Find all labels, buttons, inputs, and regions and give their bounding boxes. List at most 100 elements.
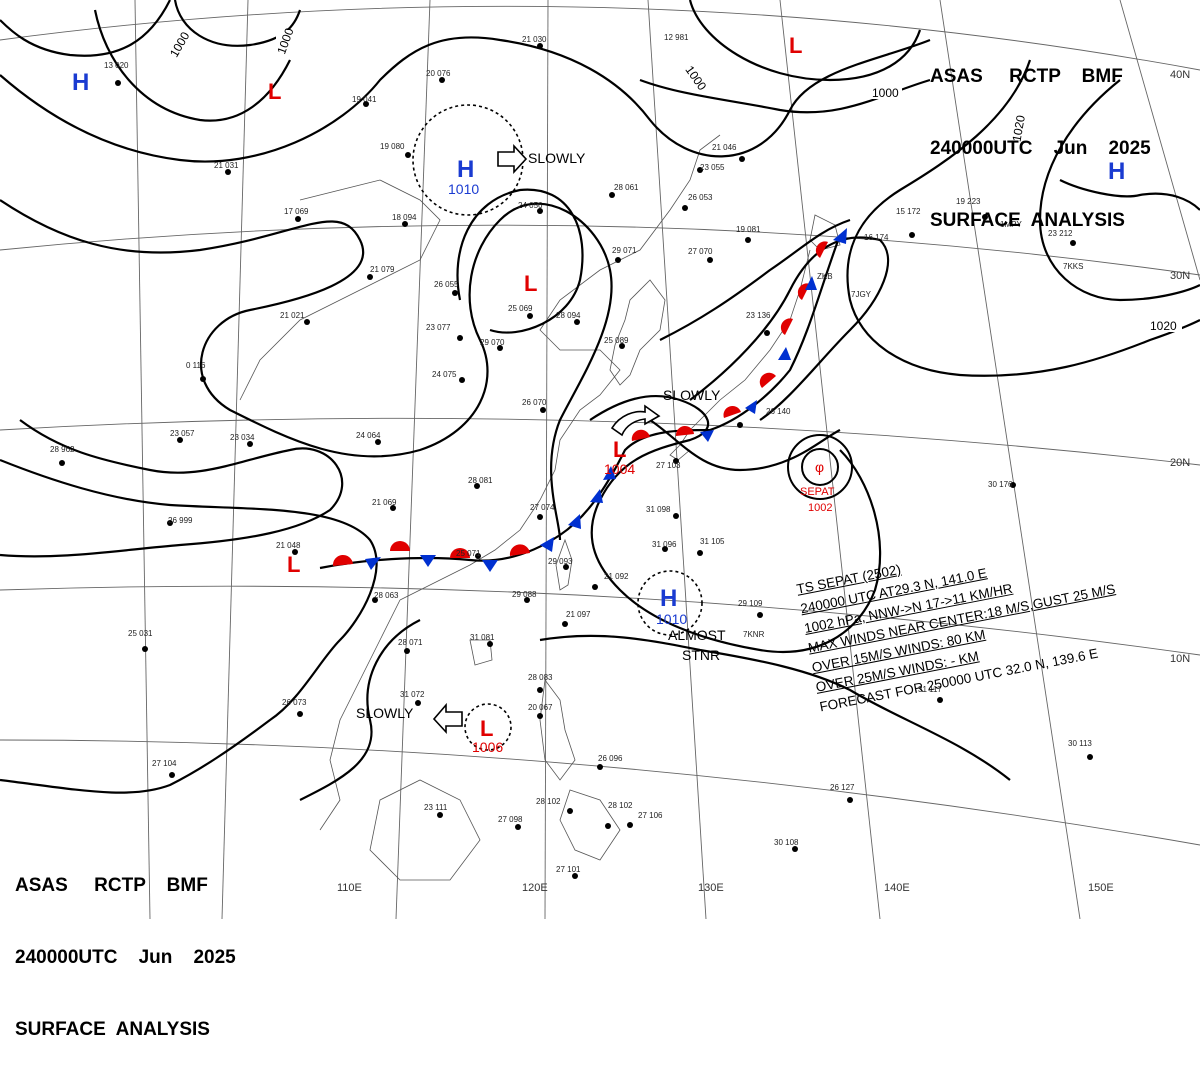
station-plot-label: 26 053 (688, 193, 713, 202)
meridian (1119, 0, 1200, 281)
header-line-3: SURFACE ANALYSIS (15, 1019, 210, 1040)
station-plot-label: 21 046 (712, 143, 737, 152)
isobar (1059, 179, 1200, 211)
arrow-right-north (497, 143, 528, 175)
station-plot-label: 26 096 (598, 754, 623, 763)
typhoon-symbol: φ SEPAT 1002 (800, 459, 835, 514)
station-id: 7KKS (1063, 262, 1083, 271)
parallel (0, 585, 1200, 656)
station-plot-label: 20 076 (426, 69, 451, 78)
high-center-value: 1010 (448, 181, 479, 197)
typhoon-isobars (787, 434, 853, 500)
japan-kyushu (669, 429, 691, 461)
low-center-marker: L (268, 79, 281, 104)
station-id: 7JGY (851, 290, 872, 299)
isobar (299, 619, 421, 801)
station-ids: 7KKS 7JGY 7KNR ZKB 1MPY (743, 220, 1083, 639)
meridian (939, 0, 1081, 919)
movement-arrows (432, 143, 661, 735)
header-top-right: ASAS RCTP BMF 240000UTC Jun 2025 SURFACE… (930, 17, 1151, 257)
high-center-marker: H (1108, 158, 1125, 185)
station-plot-label: 24 064 (356, 431, 381, 440)
stationary-front (319, 228, 847, 572)
isobar (1038, 79, 1200, 302)
low-center-value: 1006 (472, 739, 503, 755)
station-plot-label: 31 072 (400, 690, 425, 699)
taiwan (555, 538, 573, 591)
station-plot-label: 19 041 (352, 95, 377, 104)
header-line-2: 240000UTC Jun 2025 (930, 138, 1151, 159)
isobars (0, 0, 1200, 801)
isobar (0, 36, 931, 163)
isobar (846, 59, 1200, 377)
station-plot-label: 31 096 (652, 540, 677, 549)
isobar (0, 0, 171, 57)
station-plot-label: 26 070 (522, 398, 547, 407)
china-coast (399, 134, 721, 601)
cold-front-symbols (365, 228, 847, 572)
station-plot-label: 25 069 (508, 304, 533, 313)
isobar-label: 1020 (1150, 319, 1177, 333)
low-center-marker: L (613, 437, 626, 462)
lon-label-140: 140E (884, 882, 910, 894)
station-plot-label: 25 089 (604, 336, 629, 345)
station-plot-label: 20 067 (528, 703, 553, 712)
station-plot-label: 28 061 (614, 183, 639, 192)
typhoon-icon: φ (815, 459, 824, 475)
korea-peninsula (609, 279, 666, 386)
meridian (779, 0, 881, 919)
station-plot-label: 16 174 (864, 233, 889, 242)
japan-hokkaido (809, 214, 841, 251)
low-center-marker: L (480, 716, 493, 741)
station-plot-label: 27 103 (656, 461, 681, 470)
station-plot-label: 21 031 (214, 161, 239, 170)
meridian (221, 0, 249, 919)
isobar (688, 0, 922, 82)
station-plot-label: 27 070 (688, 247, 713, 256)
movement-label: SLOWLY (356, 705, 414, 721)
lat-labels: 40N 30N 20N 10N (1170, 69, 1190, 665)
typhoon-pressure: 1002 (808, 502, 832, 514)
lat-label-30: 30N (1170, 270, 1190, 282)
high-center-marker: H (457, 156, 474, 183)
station-plot-label: 12 981 (664, 33, 689, 42)
isobar (456, 188, 584, 334)
hainan (469, 639, 493, 666)
dotted-low-south (464, 703, 512, 751)
pressure-centers: H L H 1010 L L H L 1004 L H 1010 L 1006 (72, 33, 1125, 755)
station-plot-label: 28 063 (374, 591, 399, 600)
station-plot-label: 23 136 (746, 311, 771, 320)
station-plot-label: 21 069 (372, 498, 397, 507)
indochina (319, 599, 401, 831)
station-plot-label: 26 140 (766, 407, 791, 416)
station-plot-label: 26 127 (830, 783, 855, 792)
isobar (659, 218, 851, 341)
station-plot-label: 28 962 (50, 445, 75, 454)
isobar (0, 419, 344, 558)
station-plot-label: 30 176 (988, 480, 1013, 489)
station-plot-label: 31 117 (918, 685, 942, 694)
station-plot-label: 28 083 (528, 673, 553, 682)
lon-label-150: 150E (1088, 882, 1114, 894)
station-plot-label: 23 034 (230, 433, 255, 442)
station-plot-label: 31 098 (646, 505, 671, 514)
station-plot-label: 26 055 (434, 280, 459, 289)
movement-label: SLOWLY (528, 150, 586, 166)
station-plot-label: 17 069 (284, 207, 309, 216)
mainland-inner (239, 179, 441, 401)
station-plot-label: 28 094 (556, 311, 581, 320)
station-markers (59, 43, 1093, 879)
station-plot-label: 23 212 (1048, 229, 1073, 238)
station-id: ZKB (817, 272, 833, 281)
high-center-value: 1010 (656, 611, 687, 627)
isobar-label: 1000 (872, 86, 899, 100)
movement-label: ALMOST (668, 627, 726, 643)
isobar (0, 199, 613, 541)
low-center-marker: L (789, 33, 802, 58)
station-plot-label: 23 077 (426, 323, 451, 332)
station-plot-label: 29 070 (480, 338, 505, 347)
lon-label-110: 110E (337, 882, 362, 894)
station-plot-label: 29 093 (548, 557, 573, 566)
station-plot-label: 13 020 (104, 61, 129, 70)
isobar (539, 634, 1011, 781)
